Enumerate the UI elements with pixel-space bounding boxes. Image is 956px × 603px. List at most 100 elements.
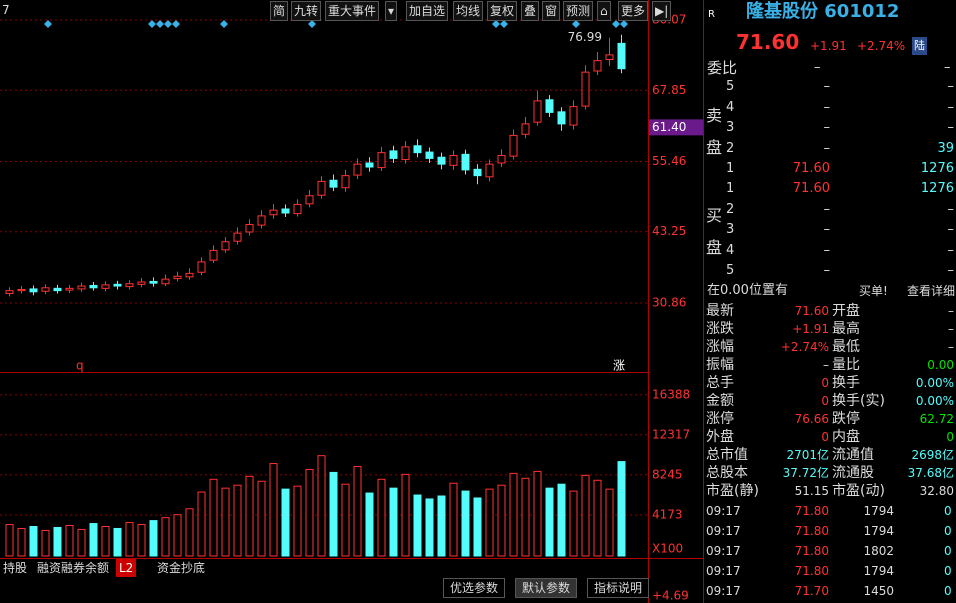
volume-bar <box>533 470 542 557</box>
volume-bar <box>173 514 182 557</box>
volume-bar <box>437 495 446 557</box>
toolbar-button[interactable]: ⌂ <box>597 1 611 21</box>
toolbar-button[interactable]: ▶| <box>652 1 672 21</box>
candle-body <box>605 54 614 61</box>
volume-bar <box>245 475 254 557</box>
candle-body <box>617 42 626 70</box>
volume-bar <box>305 468 314 557</box>
buy-label: 买盘 <box>706 206 723 257</box>
tick-volume: 1794 <box>863 504 894 518</box>
field-label: 总市值 <box>706 447 748 463</box>
volume-bar <box>617 461 626 557</box>
volume-bar <box>401 473 410 557</box>
volume-bar <box>341 483 350 557</box>
toolbar-button[interactable]: 更多 <box>618 1 649 21</box>
volume-bar <box>125 522 134 557</box>
volume-bar <box>377 478 386 557</box>
tick-price: 71.80 <box>794 504 829 518</box>
field-label: 市盈(动) <box>832 483 885 499</box>
notice-text: 在0.00位置有 <box>707 283 788 298</box>
field-label: 最高 <box>832 321 860 337</box>
candle-body <box>569 106 578 126</box>
volume-bar <box>197 491 206 557</box>
toolbar-button[interactable]: ▾ <box>385 1 398 21</box>
field-value: 0.00 <box>927 358 954 372</box>
field-value: 62.72 <box>919 412 954 426</box>
volume-bar <box>581 474 590 557</box>
volume-bar <box>545 487 554 557</box>
toolbar-button[interactable]: 加自选 <box>406 1 449 21</box>
toolbar-button[interactable]: 重大事件 <box>325 1 380 21</box>
candle-body <box>509 134 518 157</box>
notice-detail[interactable]: 查看详细 <box>907 284 956 298</box>
volume-bar <box>317 455 326 557</box>
volume-bar <box>521 477 530 557</box>
param-button[interactable]: 优选参数 <box>443 578 506 598</box>
level-price: – <box>823 201 831 217</box>
level: 5 <box>726 79 735 94</box>
field-label: 换手(实) <box>832 393 885 409</box>
tab[interactable]: 持股 <box>3 561 28 575</box>
volume-bar <box>89 523 98 557</box>
tab[interactable]: 融资融券余额 <box>37 561 110 575</box>
level-price: 71.60 <box>792 181 830 196</box>
tick-volume: 1794 <box>863 524 894 538</box>
tick-price: 71.80 <box>794 564 829 578</box>
candle-body <box>125 283 134 288</box>
field-value: – <box>948 322 954 336</box>
volume-bar <box>209 478 218 557</box>
toolbar-button[interactable]: 预测 <box>563 1 594 21</box>
volume-bar <box>281 488 290 557</box>
field-value: 37.72亿 <box>782 466 829 480</box>
tag: 陆 <box>912 37 927 55</box>
toolbar-button[interactable]: 窗 <box>542 1 561 21</box>
candle-body <box>413 145 422 154</box>
toolbar-button[interactable]: 叠 <box>521 1 540 21</box>
panel-divider <box>0 372 648 373</box>
price-tag-box <box>649 119 703 136</box>
toolbar-button[interactable]: 复权 <box>487 1 518 21</box>
level: 4 <box>726 242 735 258</box>
level-price: – <box>823 242 831 258</box>
y-tick-label: 12317 <box>652 427 690 441</box>
volume-bar <box>221 487 230 557</box>
volume-bar <box>161 517 170 557</box>
tab[interactable]: 资金抄底 <box>157 561 206 575</box>
tick-count: 0 <box>944 544 952 558</box>
level: 4 <box>726 99 735 115</box>
panel-divider <box>0 558 703 559</box>
field-label: 涨幅 <box>706 339 734 355</box>
field-label: 最新 <box>706 303 734 319</box>
tab[interactable]: L2 <box>116 559 137 577</box>
toolbar-button[interactable]: 均线 <box>453 1 484 21</box>
level-volume: 1276 <box>920 161 954 176</box>
volume-bar <box>77 528 86 557</box>
candle-body <box>461 153 470 171</box>
candle-body <box>161 278 170 285</box>
field-value: 71.60 <box>794 304 829 318</box>
param-button[interactable]: 默认参数 <box>515 578 578 598</box>
level: 3 <box>726 120 735 135</box>
candle-body <box>173 275 182 280</box>
toolbar-button[interactable]: 简 <box>270 1 289 21</box>
y-tick-label: 67.85 <box>652 83 686 97</box>
field-label: 量比 <box>832 357 860 373</box>
stock-name: 隆基股份 601012 <box>746 1 900 22</box>
volume-bar <box>257 480 266 557</box>
volume-bar <box>293 485 302 557</box>
tick-time: 09:17 <box>706 504 741 518</box>
param-button[interactable]: 指标说明 <box>587 578 650 598</box>
volume-bar <box>365 492 374 557</box>
candle-body <box>293 203 302 215</box>
volume-bar <box>5 524 14 557</box>
y-tick-label: 43.25 <box>652 224 686 238</box>
bottom-value: +4.69 <box>652 589 689 603</box>
toolbar-button[interactable]: 九转 <box>291 1 322 21</box>
tick-volume: 1802 <box>863 544 894 558</box>
candle-body <box>353 163 362 176</box>
candle-body <box>209 249 218 261</box>
field-label: 流通值 <box>832 447 874 463</box>
volume-bar <box>449 482 458 557</box>
candle-body <box>533 100 542 123</box>
